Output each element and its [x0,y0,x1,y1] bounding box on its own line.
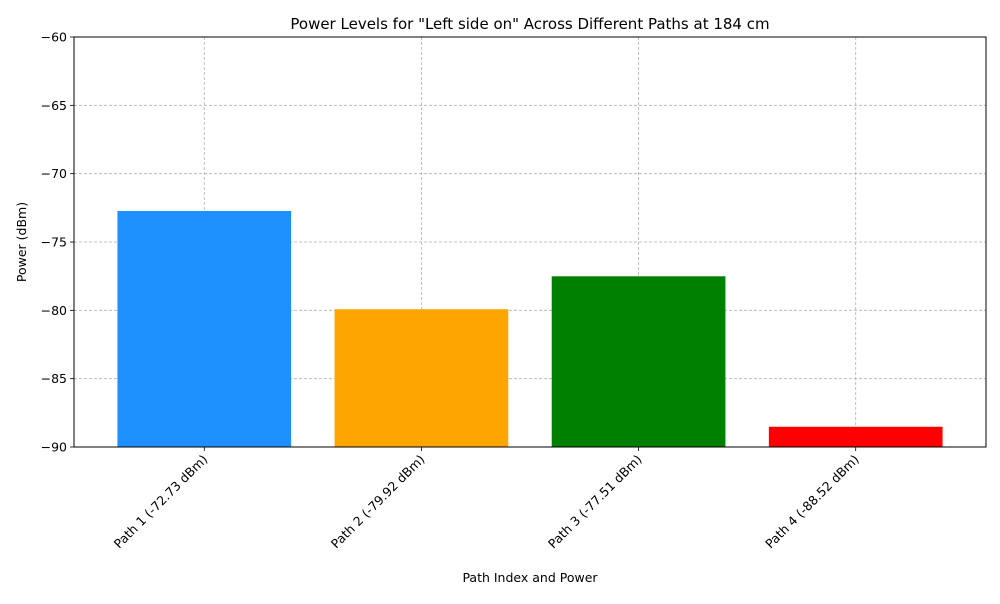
x-tick-label: Path 4 (-88.52 dBm) [762,452,862,552]
x-axis-label: Path Index and Power [462,570,598,585]
bar [768,426,943,447]
chart-title: Power Levels for "Left side on" Across D… [290,15,769,33]
y-axis-label: Power (dBm) [14,202,29,282]
bars-layer [117,210,943,447]
x-tick-label: Path 1 (-72.73 dBm) [111,452,211,552]
bar [334,309,509,447]
y-tick-label: −75 [41,235,67,250]
bar [117,210,292,447]
y-tick-label: −90 [41,440,67,455]
y-tick-label: −65 [41,98,67,113]
bar [551,276,726,447]
y-tick-label: −70 [41,166,67,181]
y-tick-label: −80 [41,303,67,318]
y-tick-label: −85 [41,371,67,386]
x-tick-label: Path 3 (-77.51 dBm) [545,452,645,552]
y-tick-label: −60 [41,30,67,45]
x-tick-label: Path 2 (-79.92 dBm) [328,452,428,552]
